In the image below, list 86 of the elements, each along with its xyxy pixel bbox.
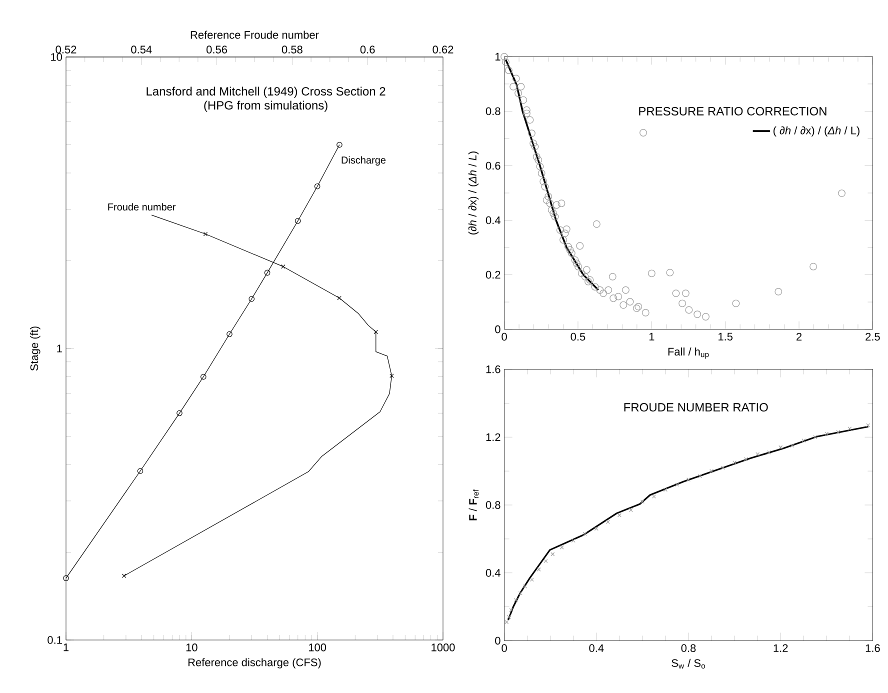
point <box>778 445 783 450</box>
point <box>606 520 610 524</box>
point <box>836 430 840 434</box>
x2-tick-label: 0.52 <box>56 46 76 54</box>
x-tick-label: 2.5 <box>866 332 880 341</box>
point <box>544 558 548 563</box>
point <box>824 432 829 436</box>
y-tick-label: 0.4 <box>486 568 500 577</box>
x-tick-label: 1.5 <box>718 332 733 341</box>
y-tick-label: 0.4 <box>486 216 500 224</box>
point <box>756 452 760 456</box>
y-axis-title: F / F$_{ref}$ <box>468 489 479 520</box>
point <box>504 620 509 624</box>
point <box>617 513 622 518</box>
point <box>509 608 514 612</box>
point <box>721 466 726 470</box>
line-series <box>507 426 870 621</box>
point <box>686 478 691 482</box>
point <box>550 552 555 556</box>
y-tick-label: 0 <box>495 636 500 645</box>
point <box>523 584 528 588</box>
series-label: Discharge <box>342 156 386 166</box>
x-axis-title: Reference discharge (CFS) <box>188 658 321 668</box>
point <box>640 500 644 504</box>
y-axis-title: Stage (ft) <box>30 326 40 371</box>
x2-tick-label: 0.58 <box>282 46 302 54</box>
x-tick-label: 10 <box>186 644 198 652</box>
x2-tick-label: 0.6 <box>360 46 375 54</box>
x-tick-label: 2 <box>796 332 802 341</box>
point <box>560 545 564 550</box>
point <box>571 538 576 543</box>
y-tick-label: 0.6 <box>486 162 500 170</box>
point <box>802 438 806 443</box>
x2-axis-title: Reference Froude number <box>190 30 319 39</box>
point <box>767 450 772 454</box>
y-tick-label: 0.1 <box>48 636 62 644</box>
y-tick-label: 0 <box>495 325 500 334</box>
point <box>744 457 748 462</box>
x2-tick-label: 0.54 <box>131 46 152 54</box>
y-tick-label: 1 <box>495 52 500 60</box>
point <box>675 482 679 487</box>
x-tick-label: 100 <box>308 644 326 652</box>
x-tick-label: 0.8 <box>681 644 696 652</box>
point <box>652 494 656 499</box>
point <box>663 488 668 492</box>
y-tick-label: 0.8 <box>486 501 500 509</box>
point <box>582 532 587 536</box>
x-tick-label: 1.6 <box>866 644 880 652</box>
y-tick-label: 0.8 <box>486 107 500 116</box>
point <box>506 614 511 619</box>
x-tick-label: 0 <box>502 332 507 341</box>
point <box>790 444 794 448</box>
x-tick-label: 1.2 <box>774 644 788 652</box>
x-tick-label: 0.4 <box>589 644 604 652</box>
x-axis-title: Fall / h$_{up}$ <box>668 347 709 359</box>
point <box>710 469 714 474</box>
x-tick-label: 0.5 <box>570 332 586 341</box>
text: (HPG from simulations) <box>204 100 328 112</box>
y-tick-label: 1.2 <box>486 433 500 441</box>
point <box>536 567 541 572</box>
x-axis-title: S$_{w}$ / S$_{o}$ <box>672 658 706 669</box>
x-tick-label: 1 <box>64 644 69 652</box>
text: Lansford and Mitchell (1949) Cross Section 2 <box>146 86 386 98</box>
text: PRESSURE RATIO CORRECTION <box>639 106 826 116</box>
series-label: Froude number <box>108 203 176 210</box>
x2-tick-label: 0.56 <box>206 46 228 54</box>
x-tick-label: 0 <box>502 644 507 652</box>
point <box>530 578 534 582</box>
point <box>514 598 518 602</box>
y-tick-label: 0.2 <box>486 270 500 279</box>
point <box>866 423 870 428</box>
text: FROUDE NUMBER RATIO <box>624 403 768 412</box>
x-tick-label: 1000 <box>432 644 455 652</box>
point <box>732 460 737 465</box>
point <box>813 435 818 440</box>
y-tick-label: 10 <box>51 53 62 61</box>
point <box>698 474 702 478</box>
x-tick-label: 1 <box>649 332 654 340</box>
point <box>848 426 852 431</box>
y-tick-label: 1.6 <box>486 365 500 374</box>
point <box>628 508 633 512</box>
legend-label: ( ∂h / ∂x) / (Δh / L) <box>773 126 860 137</box>
point <box>594 526 598 531</box>
x2-tick-label: 0.62 <box>432 46 454 54</box>
y-tick-label: 1 <box>57 344 62 352</box>
point <box>518 591 522 596</box>
